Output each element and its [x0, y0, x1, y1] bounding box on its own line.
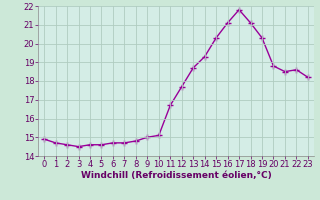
X-axis label: Windchill (Refroidissement éolien,°C): Windchill (Refroidissement éolien,°C): [81, 171, 271, 180]
